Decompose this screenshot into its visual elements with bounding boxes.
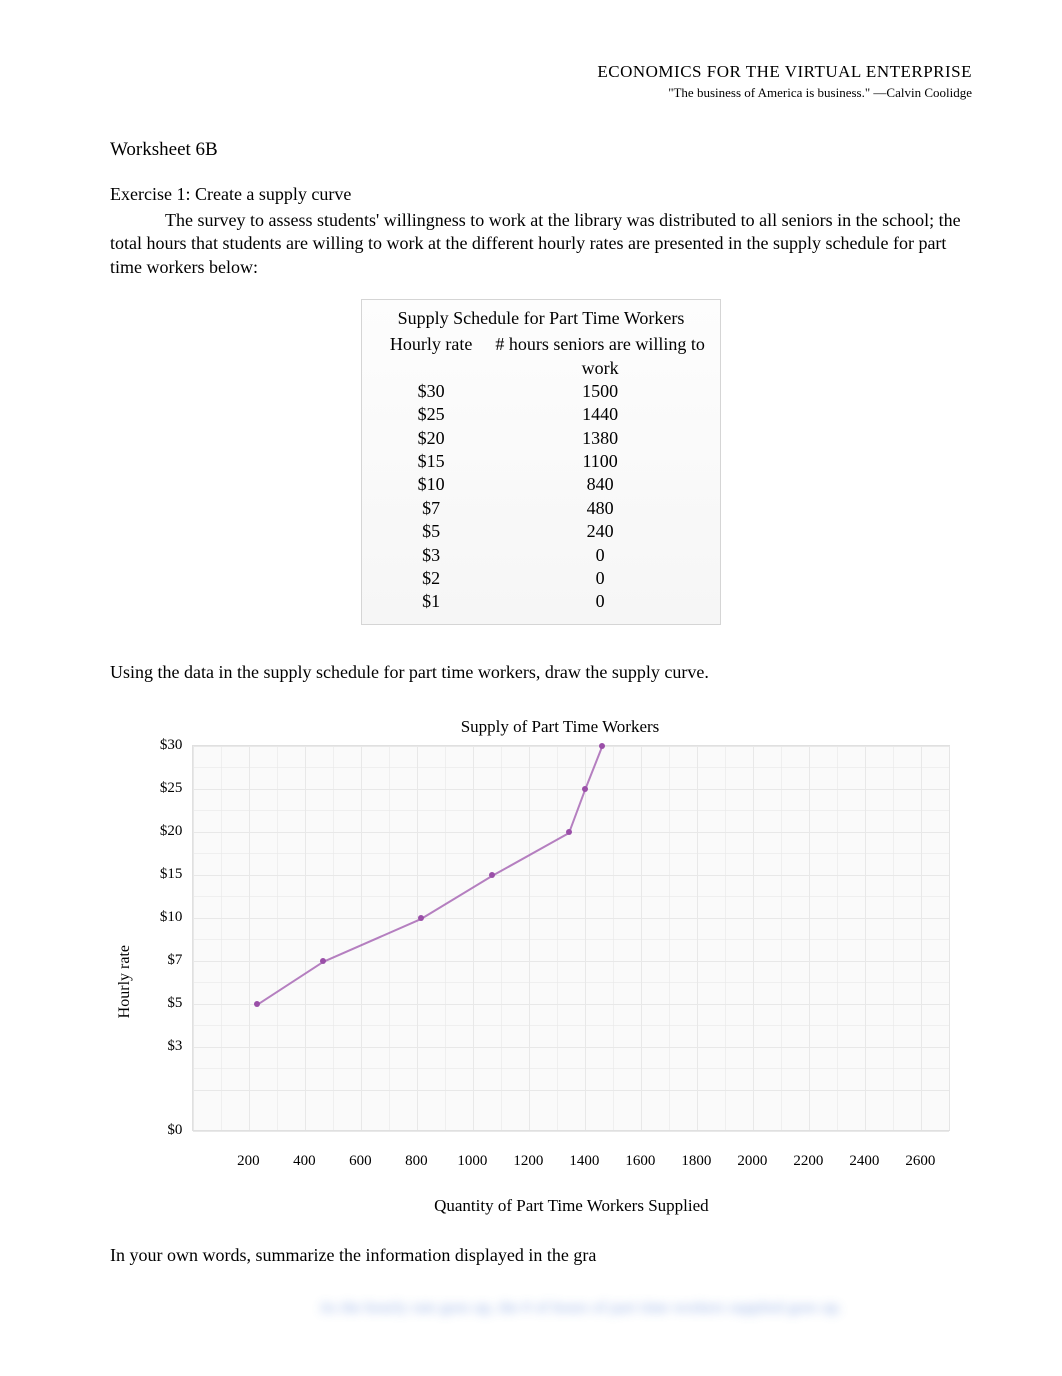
blurred-answer-preview: As the hourly rate goes up, the # of hou… <box>110 1298 972 1319</box>
table-row: $10 <box>372 590 710 613</box>
table-col2-header: # hours seniors are willing to work <box>490 333 710 380</box>
table-row: $151100 <box>372 450 710 473</box>
table-row: $5240 <box>372 520 710 543</box>
table-row: $301500 <box>372 380 710 403</box>
table-row: $201380 <box>372 427 710 450</box>
table-col1-header: Hourly rate <box>372 333 490 380</box>
table-row: $10840 <box>372 473 710 496</box>
header-quote: "The business of America is business." —… <box>110 84 972 102</box>
chart-y-axis-label: Hourly rate <box>110 945 136 1018</box>
chart-x-ticks: 2004006008001000120014001600180020002200… <box>136 1151 950 1172</box>
table-header-row: Hourly rate # hours seniors are willing … <box>372 333 710 380</box>
chart-plot-area <box>192 745 950 1131</box>
chart-y-ticks: $30 $25 $20 $15 $10 $7 $5 $3 $0 <box>136 745 192 1131</box>
intro-paragraph: The survey to assess students' willingne… <box>110 209 972 279</box>
table-row: $7480 <box>372 497 710 520</box>
summary-prompt: In your own words, summarize the informa… <box>110 1243 972 1268</box>
table-row: $20 <box>372 567 710 590</box>
exercise-title: Exercise 1: Create a supply curve <box>110 182 972 207</box>
supply-chart: Supply of Part Time Workers Hourly rate … <box>110 715 950 1218</box>
page-header: ECONOMICS FOR THE VIRTUAL ENTERPRISE "Th… <box>110 60 972 102</box>
table-title: Supply Schedule for Part Time Workers <box>372 306 710 331</box>
supply-schedule-table: Supply Schedule for Part Time Workers Ho… <box>361 299 721 625</box>
worksheet-title: Worksheet 6B <box>110 137 972 164</box>
chart-x-axis-label: Quantity of Part Time Workers Supplied <box>136 1194 950 1218</box>
table-row: $30 <box>372 544 710 567</box>
table-row: $251440 <box>372 403 710 426</box>
chart-title: Supply of Part Time Workers <box>110 715 950 739</box>
header-title: ECONOMICS FOR THE VIRTUAL ENTERPRISE <box>110 60 972 84</box>
instruction-text: Using the data in the supply schedule fo… <box>110 660 972 685</box>
